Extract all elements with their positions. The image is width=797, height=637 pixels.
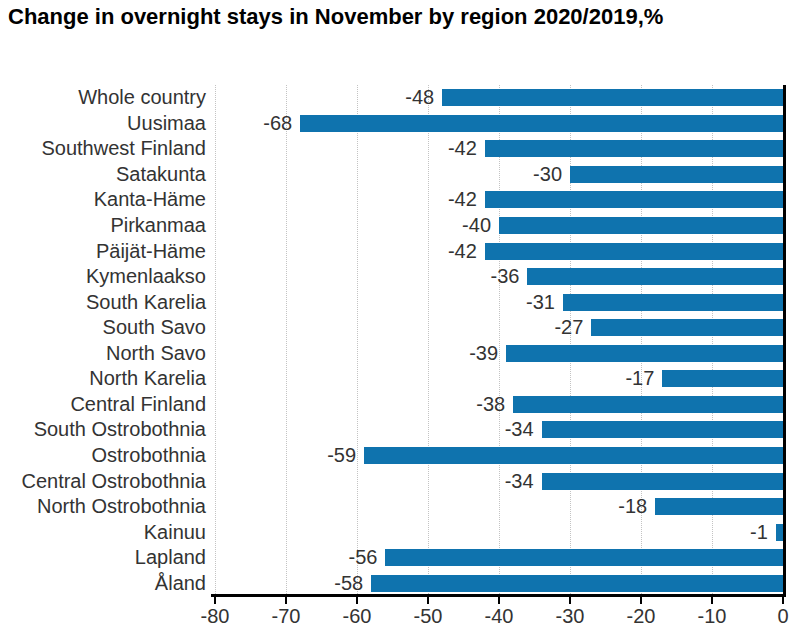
- x-tick-label: -40: [464, 605, 534, 628]
- value-label-south-karelia: -31: [0, 291, 555, 314]
- value-label-central-ostrobothnia: -34: [0, 470, 534, 493]
- value-label-p-ij-t-h-me: -42: [0, 240, 477, 263]
- value-label-southwest-finland: -42: [0, 137, 477, 160]
- zero-axis-line: [783, 85, 786, 597]
- x-axis-tick: [782, 597, 784, 604]
- value-label-north-savo: -39: [0, 342, 498, 365]
- value-label-kanta-h-me: -42: [0, 188, 477, 211]
- x-tick-label: -70: [251, 605, 321, 628]
- bar-whole-country: [442, 89, 783, 106]
- x-axis-tick: [498, 597, 500, 604]
- bar-south-ostrobothnia: [542, 421, 783, 438]
- bar-central-ostrobothnia: [542, 473, 783, 490]
- value-label-land: -58: [0, 572, 363, 595]
- bar-north-karelia: [662, 370, 783, 387]
- value-label-north-karelia: -17: [0, 367, 654, 390]
- bar-uusimaa: [300, 115, 783, 132]
- bar-land: [371, 575, 783, 592]
- value-label-south-ostrobothnia: -34: [0, 418, 534, 441]
- value-label-uusimaa: -68: [0, 112, 292, 135]
- bar-satakunta: [570, 166, 783, 183]
- x-axis-tick: [356, 597, 358, 604]
- plot-area: -80-70-60-50-40-30-20-100Whole country-4…: [0, 0, 797, 637]
- x-tick-label: -10: [677, 605, 747, 628]
- x-tick-label: -80: [180, 605, 250, 628]
- x-axis-tick: [214, 597, 216, 604]
- x-tick-label: -20: [606, 605, 676, 628]
- bar-kymenlaakso: [527, 268, 783, 285]
- value-label-ostrobothnia: -59: [0, 444, 356, 467]
- value-label-north-ostrobothnia: -18: [0, 495, 647, 518]
- bar-south-karelia: [563, 294, 783, 311]
- x-axis-tick: [569, 597, 571, 604]
- x-axis-line: [211, 594, 786, 597]
- bar-pirkanmaa: [499, 217, 783, 234]
- value-label-whole-country: -48: [0, 86, 434, 109]
- bar-kanta-h-me: [485, 191, 783, 208]
- value-label-pirkanmaa: -40: [0, 214, 491, 237]
- bar-north-savo: [506, 345, 783, 362]
- value-label-central-finland: -38: [0, 393, 505, 416]
- value-label-kymenlaakso: -36: [0, 265, 519, 288]
- bar-kainuu: [776, 524, 783, 541]
- bar-central-finland: [513, 396, 783, 413]
- bar-south-savo: [591, 319, 783, 336]
- x-tick-label: -60: [322, 605, 392, 628]
- value-label-kainuu: -1: [0, 521, 768, 544]
- gridline: [712, 85, 713, 594]
- x-axis-tick: [711, 597, 713, 604]
- x-tick-label: 0: [748, 605, 797, 628]
- value-label-satakunta: -30: [0, 163, 562, 186]
- x-tick-label: -50: [393, 605, 463, 628]
- x-axis-tick: [640, 597, 642, 604]
- value-label-lapland: -56: [0, 546, 377, 569]
- bar-southwest-finland: [485, 140, 783, 157]
- x-axis-tick: [427, 597, 429, 604]
- x-tick-label: -30: [535, 605, 605, 628]
- x-axis-tick: [285, 597, 287, 604]
- bar-lapland: [385, 549, 783, 566]
- bar-ostrobothnia: [364, 447, 783, 464]
- bar-north-ostrobothnia: [655, 498, 783, 515]
- value-label-south-savo: -27: [0, 316, 583, 339]
- chart-canvas: Change in overnight stays in November by…: [0, 0, 797, 637]
- bar-p-ij-t-h-me: [485, 243, 783, 260]
